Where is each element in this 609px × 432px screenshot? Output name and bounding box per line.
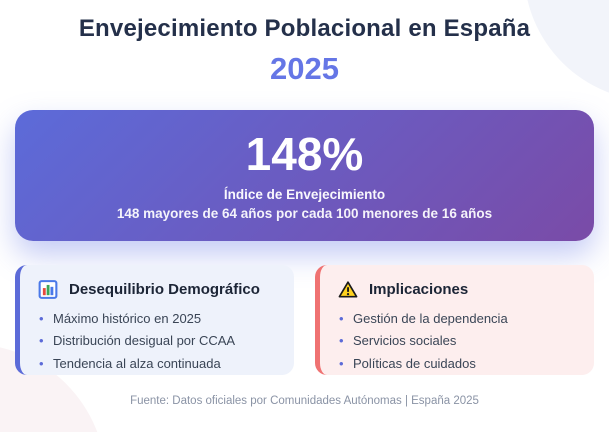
page-header: Envejecimiento Poblacional en España 202…: [0, 0, 609, 87]
card-header: Implicaciones: [338, 280, 578, 299]
card-title: Desequilibrio Demográfico: [69, 281, 260, 298]
card-implicaciones: Implicaciones Gestión de la dependencia …: [315, 265, 594, 375]
list-item: Tendencia al alza continuada: [38, 353, 278, 376]
list-item: Servicios sociales: [338, 330, 578, 353]
list-item: Gestión de la dependencia: [338, 308, 578, 331]
card-list: Máximo histórico en 2025 Distribución de…: [38, 308, 278, 375]
warning-icon: [338, 280, 358, 299]
source-note: Fuente: Datos oficiales por Comunidades …: [130, 395, 479, 407]
list-item: Políticas de cuidados: [338, 353, 578, 376]
stat-value: 148%: [245, 127, 364, 180]
stat-description: 148 mayores de 64 años por cada 100 meno…: [116, 206, 493, 222]
list-item: Distribución desigual por CCAA: [38, 330, 278, 353]
stat-card: 148% Índice de Envejecimiento 148 mayore…: [15, 110, 594, 241]
page-title: Envejecimiento Poblacional en España: [78, 15, 531, 42]
stat-label: Índice de Envejecimiento: [223, 187, 386, 203]
bar-chart-icon: [38, 280, 58, 299]
list-item: Máximo histórico en 2025: [38, 308, 278, 331]
card-header: Desequilibrio Demográfico: [38, 280, 278, 299]
card-list: Gestión de la dependencia Servicios soci…: [338, 308, 578, 375]
info-cards-row: Desequilibrio Demográfico Máximo históri…: [15, 265, 594, 375]
card-desequilibrio-demografico: Desequilibrio Demográfico Máximo históri…: [15, 265, 294, 375]
page-year: 2025: [270, 51, 339, 86]
card-title: Implicaciones: [369, 281, 469, 298]
